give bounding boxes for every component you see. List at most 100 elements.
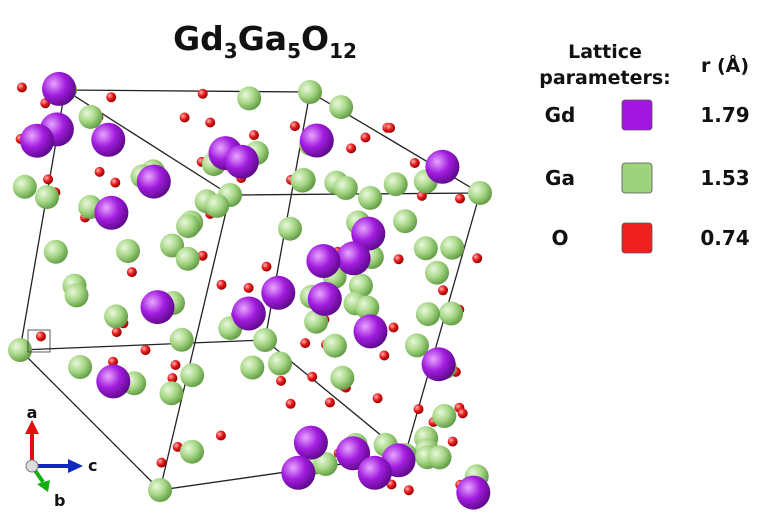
atom bbox=[116, 239, 140, 263]
legend-swatch bbox=[622, 223, 652, 253]
atom bbox=[346, 143, 356, 153]
atom bbox=[306, 244, 340, 278]
atom bbox=[337, 241, 371, 275]
legend-swatch bbox=[622, 163, 652, 193]
atom bbox=[325, 398, 335, 408]
atom bbox=[414, 236, 438, 260]
atom bbox=[148, 478, 172, 502]
atom bbox=[416, 302, 440, 326]
legend-radius: 0.74 bbox=[700, 226, 749, 250]
atom bbox=[249, 130, 259, 140]
legend-header: Lattice bbox=[568, 41, 642, 63]
atom bbox=[422, 347, 456, 381]
atom bbox=[385, 123, 395, 133]
atom bbox=[127, 267, 137, 277]
atom bbox=[217, 280, 227, 290]
legend-element: O bbox=[551, 226, 568, 250]
atom bbox=[410, 158, 420, 168]
atom bbox=[291, 169, 315, 193]
atom bbox=[307, 372, 317, 382]
atom bbox=[438, 285, 448, 295]
atom bbox=[112, 327, 122, 337]
atom bbox=[290, 121, 300, 131]
atom bbox=[300, 124, 334, 158]
atom bbox=[43, 174, 53, 184]
atom bbox=[94, 196, 128, 230]
atom bbox=[468, 181, 492, 205]
atom bbox=[36, 331, 46, 341]
atom bbox=[262, 262, 272, 272]
atom bbox=[286, 399, 296, 409]
atom bbox=[439, 302, 463, 326]
atom bbox=[205, 194, 229, 218]
atom bbox=[20, 124, 54, 158]
atom bbox=[294, 426, 328, 460]
atom bbox=[298, 80, 322, 104]
atom bbox=[170, 328, 194, 352]
atom bbox=[261, 276, 295, 310]
atom bbox=[323, 334, 347, 358]
atom bbox=[137, 165, 171, 199]
atom bbox=[35, 185, 59, 209]
formula-element: Gd bbox=[173, 19, 224, 58]
atom bbox=[432, 404, 456, 428]
atom bbox=[44, 240, 68, 264]
atom bbox=[379, 351, 389, 361]
atom bbox=[458, 408, 468, 418]
legend-radius: 1.79 bbox=[700, 103, 749, 127]
atom bbox=[389, 323, 399, 333]
atom bbox=[13, 175, 37, 199]
legend-element: Ga bbox=[545, 166, 575, 190]
atom bbox=[268, 352, 292, 376]
atom bbox=[42, 72, 76, 106]
atom bbox=[205, 118, 215, 128]
atom bbox=[354, 314, 388, 348]
formula-element: O bbox=[301, 19, 329, 58]
radius-header: r (Å) bbox=[701, 53, 749, 77]
arrow-a bbox=[25, 420, 39, 434]
atom bbox=[253, 328, 277, 352]
atom bbox=[308, 282, 342, 316]
atom bbox=[330, 366, 354, 390]
atom bbox=[425, 261, 449, 285]
atom bbox=[180, 363, 204, 387]
atom bbox=[428, 445, 452, 469]
atom bbox=[95, 167, 105, 177]
atom bbox=[104, 304, 128, 328]
atom bbox=[225, 145, 259, 179]
atom bbox=[276, 376, 286, 386]
atom bbox=[425, 150, 459, 184]
atom bbox=[171, 360, 181, 370]
atom bbox=[180, 113, 190, 123]
origin bbox=[26, 460, 38, 472]
formula-subscript: 12 bbox=[329, 39, 357, 63]
atom bbox=[79, 105, 103, 129]
atom bbox=[373, 393, 383, 403]
atom bbox=[216, 431, 226, 441]
atom bbox=[448, 437, 458, 447]
atom bbox=[278, 217, 302, 241]
atom bbox=[91, 123, 125, 157]
atom bbox=[160, 381, 184, 405]
atom bbox=[329, 95, 353, 119]
atom bbox=[176, 214, 200, 238]
axis-label: b bbox=[54, 491, 65, 510]
atom bbox=[300, 338, 310, 348]
atom bbox=[244, 283, 254, 293]
atom bbox=[358, 456, 392, 490]
arrow-c bbox=[68, 459, 83, 473]
atom bbox=[281, 456, 315, 490]
atom bbox=[455, 194, 465, 204]
title: Gd3Ga5O12 bbox=[173, 19, 357, 63]
formula-element: Ga bbox=[238, 19, 287, 58]
atom bbox=[110, 178, 120, 188]
atom bbox=[198, 89, 208, 99]
legend-header: parameters: bbox=[539, 67, 671, 89]
atom bbox=[440, 236, 464, 260]
atom bbox=[180, 440, 204, 464]
atom bbox=[106, 92, 116, 102]
legend-radius: 1.53 bbox=[700, 166, 749, 190]
atom bbox=[17, 83, 27, 93]
axis-label: c bbox=[88, 456, 97, 475]
